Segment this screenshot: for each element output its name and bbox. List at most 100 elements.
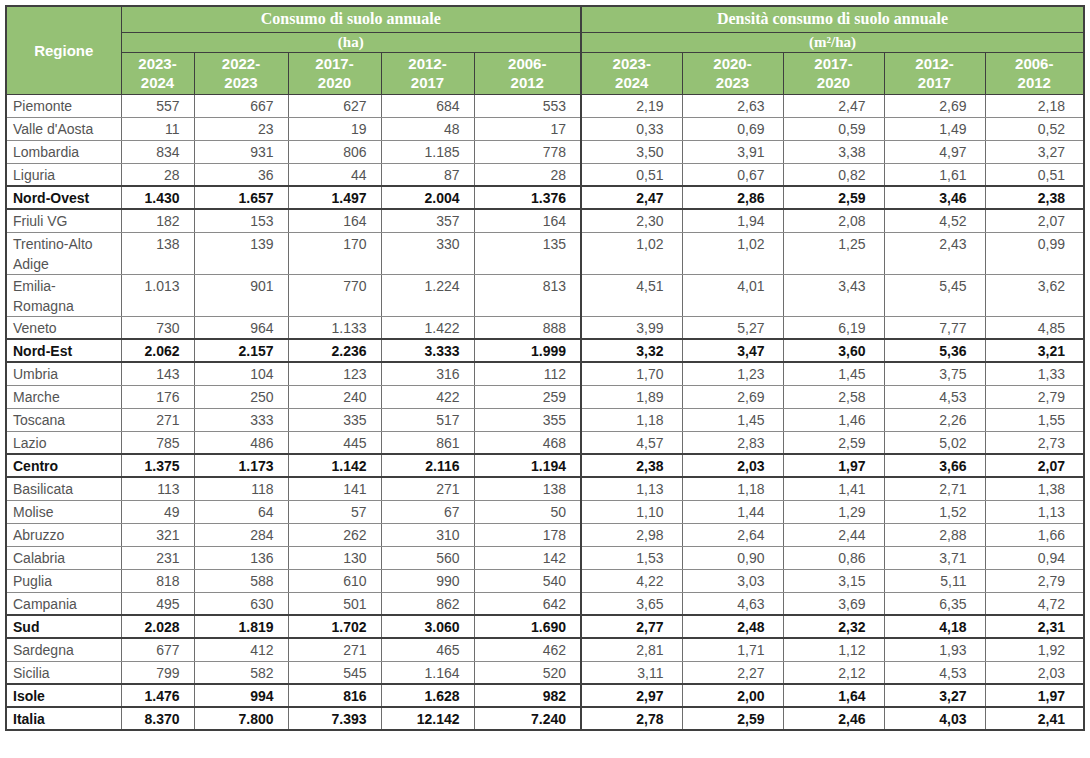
ha-value: 560 — [381, 546, 474, 569]
region-name: Nord-Ovest — [6, 186, 121, 209]
ha-value: 321 — [121, 523, 194, 546]
density-value: 2,30 — [581, 209, 682, 232]
density-value: 3,66 — [884, 454, 985, 477]
density-value: 0,90 — [682, 546, 783, 569]
density-value: 4,97 — [884, 140, 985, 163]
ha-value: 2.004 — [381, 186, 474, 209]
region-name: Friuli VG — [6, 209, 121, 232]
table-header: Regione Consumo di suolo annuale Densità… — [6, 6, 1084, 94]
ha-value: 48 — [381, 117, 474, 140]
ha-value: 355 — [474, 408, 581, 431]
density-value: 3,65 — [581, 592, 682, 615]
density-value: 3,47 — [682, 339, 783, 362]
density-value: 2,18 — [985, 94, 1084, 117]
ha-value: 2.236 — [288, 339, 381, 362]
density-value: 2,12 — [783, 661, 884, 684]
table-row: Sicilia7995825451.1645203,112,272,124,53… — [6, 661, 1084, 684]
table-row: Veneto7309641.1331.4228883,995,276,197,7… — [6, 316, 1084, 339]
region-name: Italia — [6, 707, 121, 730]
density-value: 2,69 — [682, 385, 783, 408]
density-value: 3,15 — [783, 569, 884, 592]
ha-value: 44 — [288, 163, 381, 186]
ha-value: 7.240 — [474, 707, 581, 730]
ha-value: 135 — [474, 232, 581, 274]
ha-value: 231 — [121, 546, 194, 569]
region-name: Marche — [6, 385, 121, 408]
density-value: 0,69 — [682, 117, 783, 140]
ha-value: 316 — [381, 362, 474, 385]
density-value: 2,03 — [985, 661, 1084, 684]
density-value: 2,79 — [985, 569, 1084, 592]
table-row: Sud2.0281.8191.7023.0601.6902,772,482,32… — [6, 615, 1084, 638]
density-value: 2,38 — [581, 454, 682, 477]
density-value: 1,66 — [985, 523, 1084, 546]
density-value: 1,70 — [581, 362, 682, 385]
region-name: Toscana — [6, 408, 121, 431]
density-value: 2,31 — [985, 615, 1084, 638]
density-value: 3,91 — [682, 140, 783, 163]
region-name: Sud — [6, 615, 121, 638]
ha-value: 422 — [381, 385, 474, 408]
ha-value: 2.116 — [381, 454, 474, 477]
density-value: 0,51 — [985, 163, 1084, 186]
density-value: 6,35 — [884, 592, 985, 615]
ha-value: 862 — [381, 592, 474, 615]
ha-value: 113 — [121, 477, 194, 500]
ha-value: 1.194 — [474, 454, 581, 477]
ha-value: 677 — [121, 638, 194, 661]
ha-value: 1.819 — [194, 615, 288, 638]
group-title-densita: Densità consumo di suolo annuale — [581, 6, 1084, 32]
table-row: Calabria2311361305601421,530,900,863,710… — [6, 546, 1084, 569]
region-name: Piemonte — [6, 94, 121, 117]
density-value: 2,27 — [682, 661, 783, 684]
table-row: Italia8.3707.8007.39312.1427.2402,782,59… — [6, 707, 1084, 730]
density-value: 4,51 — [581, 274, 682, 316]
density-value: 2,00 — [682, 684, 783, 707]
ha-value: 330 — [381, 232, 474, 274]
density-value: 7,77 — [884, 316, 985, 339]
table-row: Abruzzo3212842623101782,982,642,442,881,… — [6, 523, 1084, 546]
ha-value: 49 — [121, 500, 194, 523]
ha-value: 1.430 — [121, 186, 194, 209]
density-value: 2,81 — [581, 638, 682, 661]
ha-value: 141 — [288, 477, 381, 500]
ha-value: 799 — [121, 661, 194, 684]
ha-value: 64 — [194, 500, 288, 523]
density-value: 2,19 — [581, 94, 682, 117]
header-unit-row: (ha) (m²/ha) — [6, 32, 1084, 52]
ha-value: 540 — [474, 569, 581, 592]
density-value: 5,36 — [884, 339, 985, 362]
ha-value: 486 — [194, 431, 288, 454]
region-name: Molise — [6, 500, 121, 523]
density-value: 4,52 — [884, 209, 985, 232]
ha-value: 1.422 — [381, 316, 474, 339]
year-header: 2022- 2023 — [194, 52, 288, 94]
table-row: Nord-Ovest1.4301.6571.4972.0041.3762,472… — [6, 186, 1084, 209]
ha-value: 87 — [381, 163, 474, 186]
ha-value: 816 — [288, 684, 381, 707]
group-title-consumo: Consumo di suolo annuale — [121, 6, 581, 32]
table-row: Puglia8185886109905404,223,033,155,112,7… — [6, 569, 1084, 592]
density-value: 0,51 — [581, 163, 682, 186]
table-row: Umbria1431041233161121,701,231,453,751,3… — [6, 362, 1084, 385]
ha-value: 770 — [288, 274, 381, 316]
region-name: Sardegna — [6, 638, 121, 661]
density-value: 5,45 — [884, 274, 985, 316]
density-value: 2,69 — [884, 94, 985, 117]
density-value: 2,64 — [682, 523, 783, 546]
density-value: 2,47 — [783, 94, 884, 117]
density-value: 2,59 — [682, 707, 783, 730]
density-value: 1,33 — [985, 362, 1084, 385]
table-row: Molise49645767501,101,441,291,521,13 — [6, 500, 1084, 523]
density-value: 5,11 — [884, 569, 985, 592]
year-header: 2006- 2012 — [474, 52, 581, 94]
density-value: 6,19 — [783, 316, 884, 339]
ha-value: 1.628 — [381, 684, 474, 707]
density-value: 3,32 — [581, 339, 682, 362]
density-value: 0,67 — [682, 163, 783, 186]
density-value: 2,44 — [783, 523, 884, 546]
ha-value: 28 — [474, 163, 581, 186]
ha-value: 557 — [121, 94, 194, 117]
ha-value: 1.224 — [381, 274, 474, 316]
ha-value: 50 — [474, 500, 581, 523]
